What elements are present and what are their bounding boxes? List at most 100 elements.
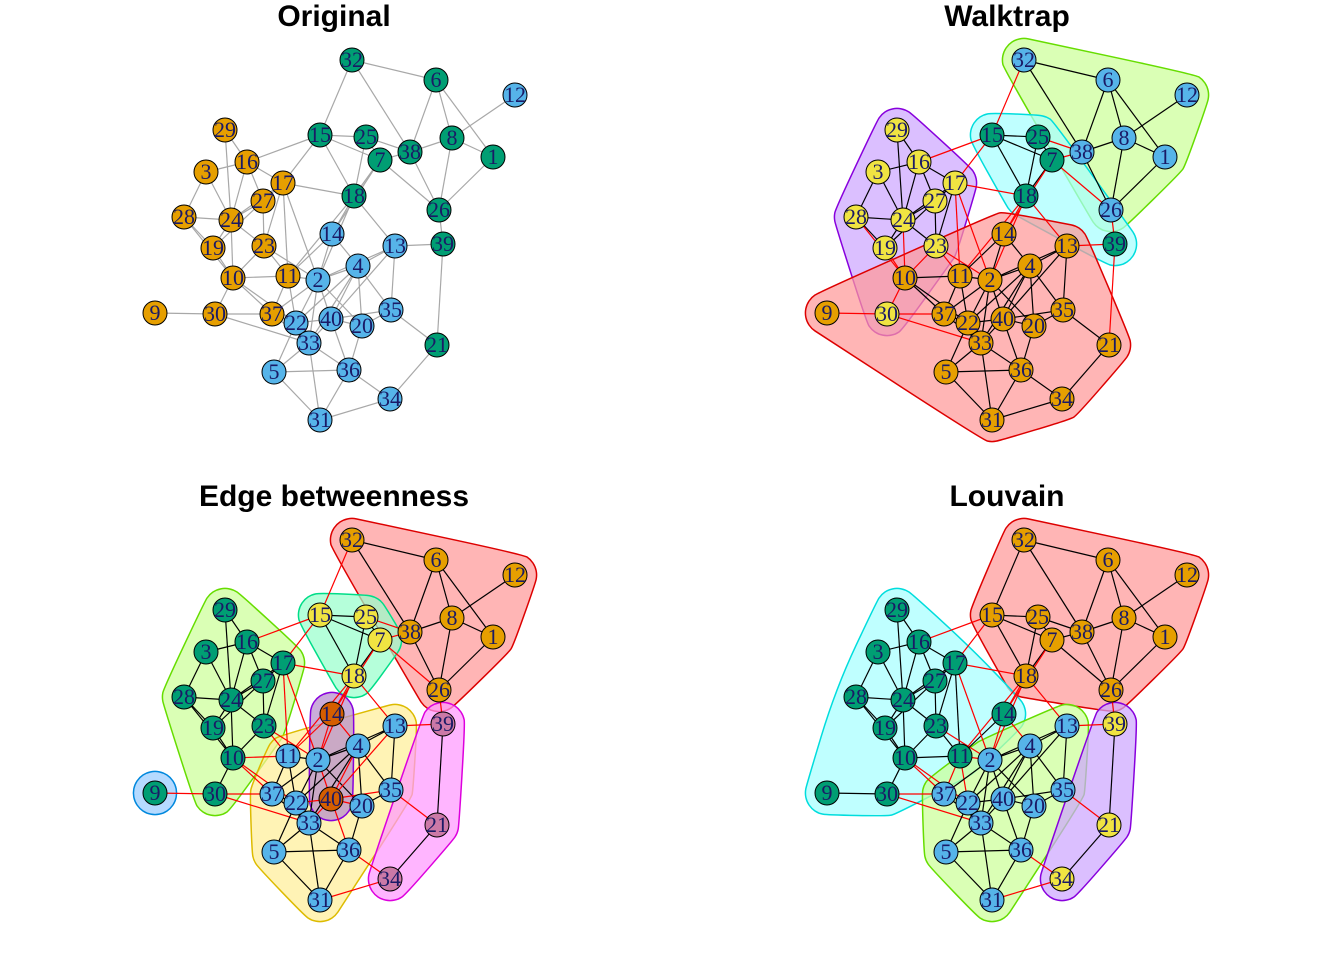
node-label: 29 <box>886 597 908 622</box>
graph-edge <box>1023 59 1109 81</box>
node-label: 21 <box>426 812 448 837</box>
node-label: 27 <box>252 188 274 213</box>
node-label: 6 <box>1103 547 1114 572</box>
graph-node <box>275 743 301 769</box>
graph-node <box>212 597 238 623</box>
community-hull <box>329 517 538 713</box>
node-label: 36 <box>1010 837 1032 862</box>
node-label: 27 <box>252 668 274 693</box>
node-label: 3 <box>873 159 884 184</box>
node-label: 35 <box>1052 777 1074 802</box>
node-label: 13 <box>384 233 406 258</box>
graph-node <box>1050 297 1076 323</box>
node-label: 19 <box>202 715 224 740</box>
node-label: 36 <box>1010 357 1032 382</box>
graph-node <box>892 745 918 771</box>
node-label: 11 <box>949 743 970 768</box>
node-label: 40 <box>320 306 342 331</box>
node-label: 16 <box>236 629 258 654</box>
node-label: 18 <box>1015 183 1037 208</box>
graph-edge <box>1002 725 1068 800</box>
graph-edge <box>319 539 353 616</box>
graph-node <box>261 359 287 385</box>
graph-edge <box>308 342 321 421</box>
graph-node <box>884 117 910 143</box>
graph-edge <box>451 94 516 139</box>
node-label: 16 <box>908 629 930 654</box>
node-label: 4 <box>1025 733 1036 758</box>
node-label: 31 <box>981 407 1003 432</box>
graph-edge <box>904 277 969 324</box>
graph-edge <box>991 539 1025 616</box>
graph-node <box>955 310 981 336</box>
graph-node <box>1008 357 1034 383</box>
graph-node <box>892 265 918 291</box>
node-label: 16 <box>236 149 258 174</box>
node-label: 14 <box>993 221 1015 246</box>
graph-node <box>345 253 371 279</box>
graph-node <box>1021 313 1047 339</box>
node-label: 8 <box>1119 125 1130 150</box>
graph-node <box>1008 837 1034 863</box>
graph-edge <box>435 559 494 638</box>
graph-node <box>872 715 898 741</box>
graph-node <box>234 629 260 655</box>
community-hull <box>367 701 466 902</box>
graph-edge <box>886 793 982 824</box>
graph-node <box>200 235 226 261</box>
panel-title-louvain: Louvain <box>949 480 1065 513</box>
graph-node <box>872 235 898 261</box>
graph-node <box>220 745 246 771</box>
graph-node <box>906 629 932 655</box>
node-label: 33 <box>298 330 320 355</box>
node-label: 26 <box>1100 677 1122 702</box>
node-label: 26 <box>428 197 450 222</box>
node-label: 12 <box>1176 562 1198 587</box>
node-label: 2 <box>985 267 996 292</box>
graph-edge <box>224 609 232 701</box>
graph-edge <box>1023 539 1083 633</box>
node-label: 9 <box>822 300 833 325</box>
node-label: 25 <box>355 124 377 149</box>
graph-node <box>424 812 450 838</box>
node-label: 12 <box>504 562 526 587</box>
panel-title-original: Original <box>277 0 391 33</box>
graph-edge <box>224 129 232 221</box>
graph-edge <box>954 662 991 761</box>
node-label: 9 <box>822 780 833 805</box>
node-label: 25 <box>355 604 377 629</box>
graph-edge <box>214 313 310 344</box>
graph-node <box>923 713 949 739</box>
node-label: 37 <box>933 781 955 806</box>
node-label: 24 <box>892 207 914 232</box>
node-label: 25 <box>1027 124 1049 149</box>
graph-node <box>377 386 403 412</box>
graph-edge <box>246 134 321 163</box>
node-label: 22 <box>285 310 307 335</box>
graph-node <box>439 605 465 631</box>
node-label: 29 <box>214 597 236 622</box>
node-label: 11 <box>277 263 298 288</box>
node-label: 35 <box>380 777 402 802</box>
graph-node <box>251 233 277 259</box>
node-label: 28 <box>173 204 195 229</box>
node-label: 16 <box>908 149 930 174</box>
graph-edge <box>1051 159 1112 211</box>
node-label: 31 <box>309 887 331 912</box>
node-label: 39 <box>432 231 454 256</box>
node-label: 29 <box>214 117 236 142</box>
graph-node <box>990 306 1016 332</box>
graph-node <box>1017 253 1043 279</box>
node-label: 8 <box>447 125 458 150</box>
graph-node <box>397 139 423 165</box>
node-label: 5 <box>269 839 280 864</box>
graph-node <box>1049 866 1075 892</box>
graph-node <box>341 663 367 689</box>
node-label: 30 <box>876 301 898 326</box>
graph-edge <box>282 182 319 281</box>
node-label: 15 <box>309 602 331 627</box>
node-label: 4 <box>353 733 364 758</box>
graph-edge <box>896 609 904 701</box>
